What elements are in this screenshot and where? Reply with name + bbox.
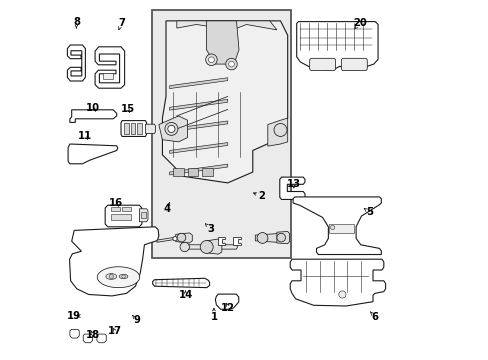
Circle shape (109, 274, 113, 279)
Polygon shape (162, 21, 287, 183)
Text: 2: 2 (258, 191, 264, 201)
Polygon shape (169, 121, 227, 132)
Circle shape (330, 225, 334, 230)
Polygon shape (292, 197, 381, 255)
Text: 1: 1 (210, 312, 217, 322)
Bar (151, 10, 291, 258)
Text: 9: 9 (133, 315, 140, 325)
Circle shape (257, 233, 267, 243)
Text: 6: 6 (370, 312, 378, 322)
Polygon shape (296, 22, 377, 70)
Text: 14: 14 (178, 290, 192, 300)
Text: 18: 18 (85, 330, 100, 340)
Polygon shape (95, 47, 124, 88)
Polygon shape (289, 259, 385, 306)
Polygon shape (202, 168, 212, 176)
Text: 5: 5 (366, 207, 372, 217)
Polygon shape (276, 231, 289, 244)
Ellipse shape (119, 274, 127, 279)
Text: 4: 4 (163, 204, 170, 214)
Polygon shape (169, 143, 227, 153)
Polygon shape (169, 164, 227, 175)
Polygon shape (157, 237, 175, 242)
Ellipse shape (106, 274, 117, 279)
Text: 11: 11 (78, 131, 92, 141)
Circle shape (180, 242, 189, 252)
Circle shape (208, 57, 214, 63)
Polygon shape (69, 227, 159, 296)
Text: 7: 7 (118, 18, 124, 28)
Bar (111, 214, 131, 220)
Text: 10: 10 (86, 103, 100, 113)
FancyBboxPatch shape (341, 58, 366, 71)
Bar (124, 123, 128, 134)
Circle shape (225, 58, 237, 70)
Polygon shape (187, 168, 198, 176)
Polygon shape (68, 144, 118, 164)
Bar (111, 207, 120, 211)
Polygon shape (152, 278, 209, 288)
Polygon shape (159, 116, 187, 142)
Polygon shape (97, 334, 106, 343)
Polygon shape (169, 78, 227, 89)
Polygon shape (184, 245, 237, 249)
Polygon shape (206, 21, 239, 64)
Bar (122, 207, 131, 211)
Polygon shape (139, 209, 148, 222)
Circle shape (122, 275, 125, 278)
Text: 20: 20 (353, 18, 366, 28)
Text: 3: 3 (206, 224, 213, 234)
Bar (103, 73, 113, 79)
Text: 19: 19 (67, 311, 81, 321)
Text: 16: 16 (109, 198, 123, 208)
Polygon shape (177, 21, 276, 32)
Polygon shape (232, 237, 241, 245)
Polygon shape (83, 334, 92, 343)
Circle shape (205, 54, 217, 66)
Bar (141, 212, 145, 218)
Polygon shape (175, 233, 192, 243)
Circle shape (177, 233, 185, 242)
Bar (328, 224, 354, 233)
Bar (130, 123, 135, 134)
Circle shape (172, 237, 177, 241)
Polygon shape (121, 121, 146, 136)
Polygon shape (267, 118, 287, 146)
Text: 12: 12 (221, 303, 235, 313)
Text: 13: 13 (286, 179, 300, 189)
Polygon shape (173, 168, 183, 176)
Circle shape (200, 240, 213, 253)
Circle shape (273, 123, 286, 136)
Polygon shape (215, 294, 238, 309)
Bar (137, 123, 141, 134)
Circle shape (167, 125, 175, 132)
Text: 8: 8 (73, 17, 80, 27)
Text: 15: 15 (120, 104, 134, 114)
Polygon shape (67, 45, 85, 81)
Circle shape (228, 61, 234, 67)
Circle shape (164, 122, 178, 135)
Text: 17: 17 (108, 326, 122, 336)
Polygon shape (279, 177, 305, 199)
Polygon shape (169, 99, 227, 110)
Polygon shape (255, 234, 278, 242)
Polygon shape (218, 237, 225, 245)
Polygon shape (105, 205, 142, 227)
Polygon shape (70, 329, 79, 338)
Polygon shape (145, 124, 155, 134)
Polygon shape (70, 110, 117, 122)
Ellipse shape (97, 267, 140, 288)
Polygon shape (206, 239, 222, 254)
Circle shape (276, 233, 285, 242)
Circle shape (338, 291, 346, 298)
FancyBboxPatch shape (309, 58, 335, 71)
